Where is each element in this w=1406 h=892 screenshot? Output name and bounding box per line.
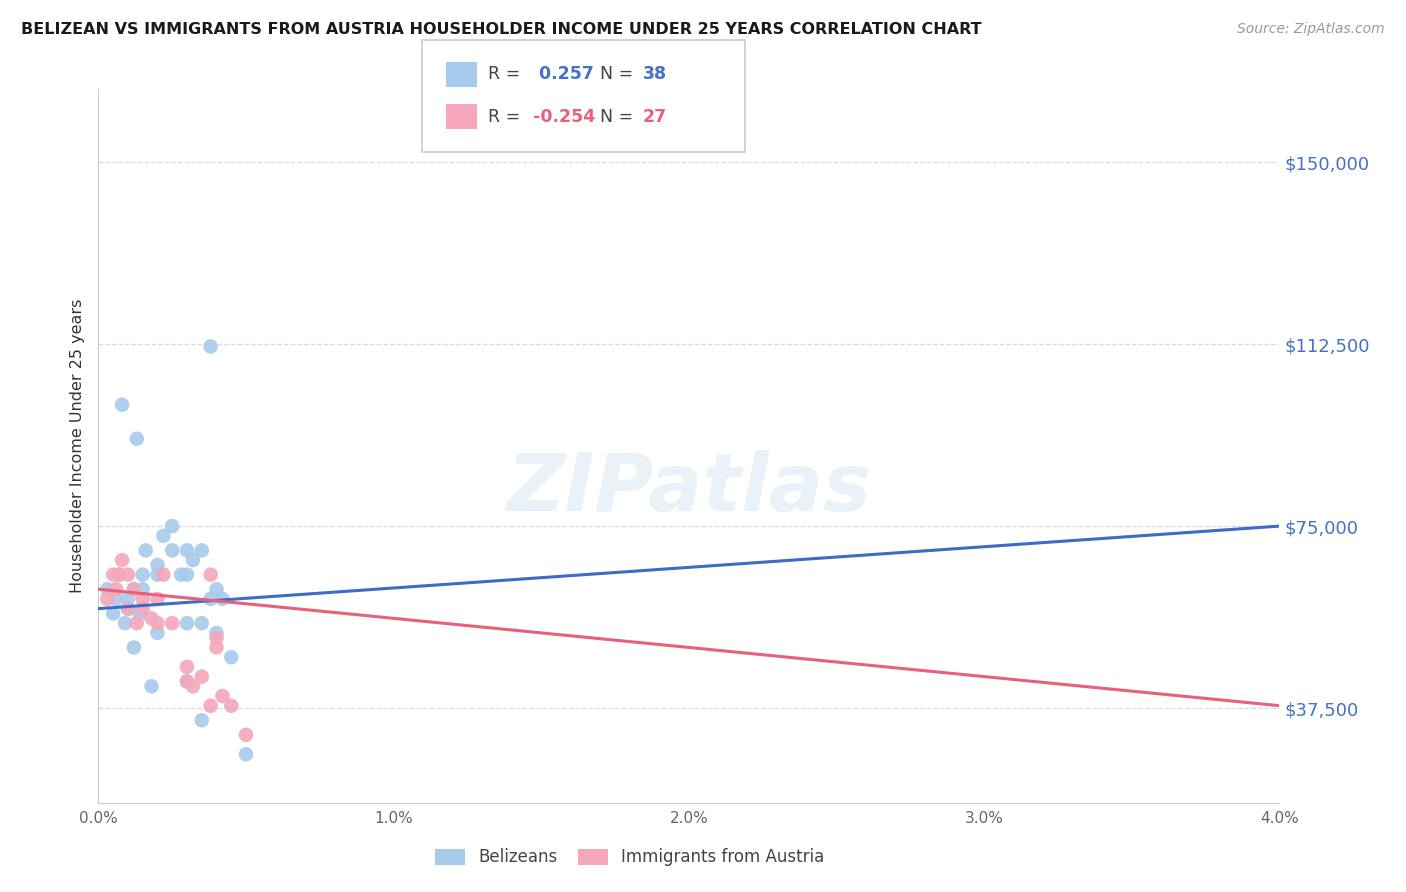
Point — [111, 553, 134, 567]
Point — [181, 553, 204, 567]
Point — [170, 567, 193, 582]
Point — [146, 591, 169, 606]
Text: 27: 27 — [643, 108, 666, 126]
Point — [191, 713, 214, 727]
Point — [200, 591, 222, 606]
Point — [176, 674, 198, 689]
Point — [141, 611, 163, 625]
Point — [211, 689, 233, 703]
Point — [162, 519, 183, 533]
Point — [135, 543, 157, 558]
Point — [176, 674, 198, 689]
Point — [108, 567, 131, 582]
Point — [200, 339, 222, 353]
Point — [146, 616, 169, 631]
Point — [162, 543, 183, 558]
Point — [122, 582, 145, 597]
Text: N =: N = — [600, 108, 640, 126]
Point — [191, 616, 214, 631]
Point — [152, 529, 174, 543]
Point — [200, 567, 222, 582]
Point — [114, 616, 136, 631]
Point — [117, 601, 139, 615]
Point — [117, 567, 139, 582]
Point — [125, 616, 148, 631]
Point — [205, 582, 228, 597]
Point — [205, 640, 228, 655]
Point — [122, 640, 145, 655]
Point — [146, 567, 169, 582]
Text: 0.257: 0.257 — [533, 65, 593, 83]
Point — [96, 582, 118, 597]
Y-axis label: Householder Income Under 25 years: Householder Income Under 25 years — [70, 299, 86, 593]
Point — [205, 631, 228, 645]
Legend: Belizeans, Immigrants from Austria: Belizeans, Immigrants from Austria — [429, 842, 831, 873]
Point — [235, 747, 257, 762]
Point — [103, 607, 125, 621]
Point — [132, 601, 155, 615]
Point — [211, 591, 233, 606]
Point — [235, 728, 257, 742]
Point — [176, 567, 198, 582]
Point — [128, 607, 150, 621]
Point — [132, 582, 155, 597]
Point — [132, 591, 155, 606]
Point — [105, 582, 128, 597]
Point — [176, 616, 198, 631]
Point — [125, 432, 148, 446]
Text: Source: ZipAtlas.com: Source: ZipAtlas.com — [1237, 22, 1385, 37]
Point — [122, 582, 145, 597]
Point — [103, 567, 125, 582]
Text: 38: 38 — [643, 65, 666, 83]
Point — [181, 679, 204, 693]
Point — [221, 650, 243, 665]
Point — [105, 591, 128, 606]
Point — [191, 543, 214, 558]
Point — [132, 567, 155, 582]
Point — [141, 679, 163, 693]
Point — [146, 558, 169, 572]
Point — [205, 626, 228, 640]
Text: N =: N = — [600, 65, 640, 83]
Point — [176, 660, 198, 674]
Point — [117, 601, 139, 615]
Text: R =: R = — [488, 65, 526, 83]
Point — [191, 670, 214, 684]
Point — [111, 398, 134, 412]
Point — [108, 567, 131, 582]
Point — [146, 626, 169, 640]
Point — [96, 591, 118, 606]
Point — [162, 616, 183, 631]
Point — [200, 698, 222, 713]
Point — [117, 591, 139, 606]
Text: BELIZEAN VS IMMIGRANTS FROM AUSTRIA HOUSEHOLDER INCOME UNDER 25 YEARS CORRELATIO: BELIZEAN VS IMMIGRANTS FROM AUSTRIA HOUS… — [21, 22, 981, 37]
Text: R =: R = — [488, 108, 526, 126]
Point — [152, 567, 174, 582]
Point — [221, 698, 243, 713]
Text: -0.254: -0.254 — [533, 108, 595, 126]
Point — [176, 543, 198, 558]
Text: ZIPatlas: ZIPatlas — [506, 450, 872, 528]
